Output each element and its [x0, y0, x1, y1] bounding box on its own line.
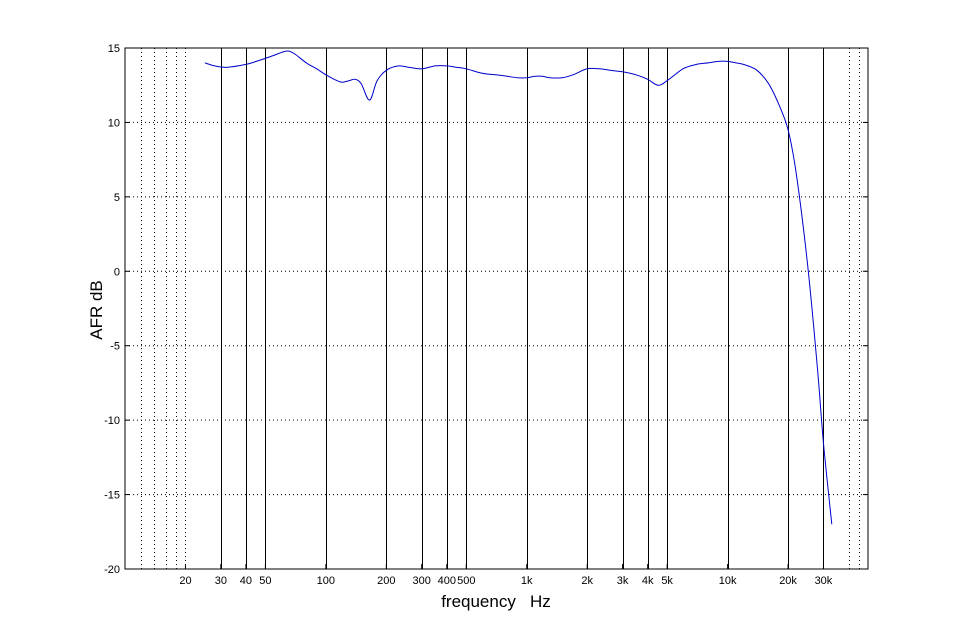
y-tick-label: -10 [104, 415, 120, 427]
x-tick-label: 20k [779, 575, 797, 587]
x-axis-label: frequency Hz [441, 592, 551, 611]
x-tick-label: 10k [719, 575, 737, 587]
x-tick-label: 40 [240, 575, 252, 587]
y-tick-label: -5 [110, 341, 120, 353]
x-tick-label: 50 [259, 575, 271, 587]
x-tick-label: 3k [617, 575, 629, 587]
x-tick-label: 1k [521, 575, 533, 587]
x-tick-label: 20 [179, 575, 191, 587]
x-tick-label: 4k [642, 575, 654, 587]
y-axis-ticks: 15 10 5 0 -5 -10 -15 -20 [104, 43, 868, 576]
x-tick-label: 2k [581, 575, 593, 587]
x-tick-label: 5k [661, 575, 673, 587]
series-line [204, 50, 833, 525]
x-tick-label: 500 [457, 575, 475, 587]
x-tick-label: 300 [413, 575, 431, 587]
y-tick-label: 15 [108, 43, 120, 55]
y-tick-label: 5 [114, 192, 120, 204]
y-axis-label: AFR dB [87, 280, 106, 340]
grid [125, 121, 868, 496]
x-tick-label: 200 [377, 575, 395, 587]
x-tick-label: 100 [317, 575, 335, 587]
y-tick-label: 10 [108, 117, 120, 129]
x-tick-label: 30k [815, 575, 833, 587]
y-tick-label: 0 [114, 266, 120, 278]
x-tick-label: 30 [215, 575, 227, 587]
y-tick-label: -15 [104, 490, 120, 502]
x-axis-ticks: 20 30 40 50 100 200 300 400 500 1k 2k 3k 4k 5k 10k 20k 3… [179, 564, 833, 587]
frequency-gridlines [141, 48, 860, 569]
x-tick-label: 400 [438, 575, 456, 587]
plot-frame [124, 47, 869, 570]
y-tick-label: -20 [104, 564, 120, 576]
